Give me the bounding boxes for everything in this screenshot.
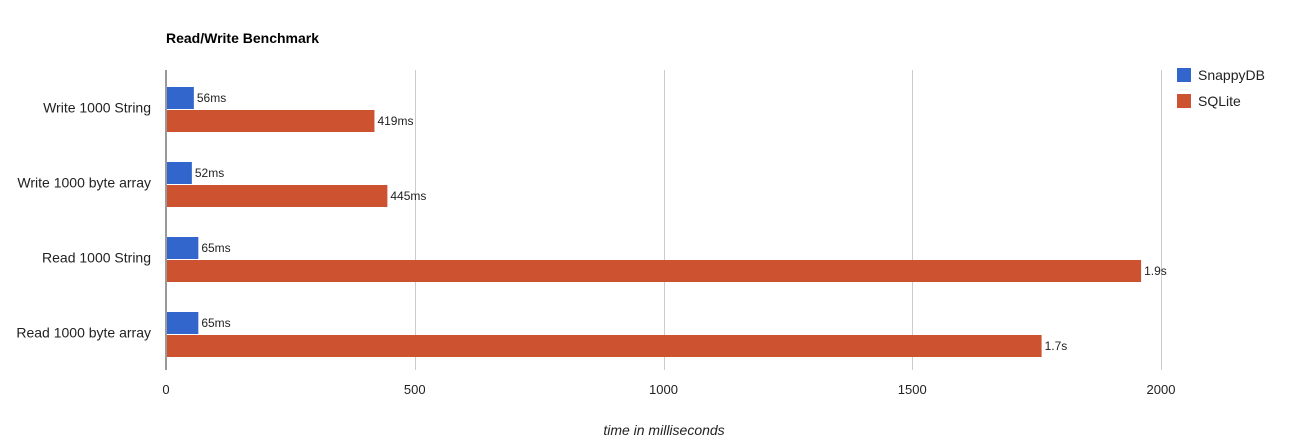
category-label: Write 1000 String <box>43 100 151 116</box>
chart-title: Read/Write Benchmark <box>166 30 319 46</box>
bar-sqlite-3 <box>167 335 1042 357</box>
category-label: Write 1000 byte array <box>17 175 151 191</box>
bar-sqlite-2 <box>167 260 1142 282</box>
data-label: 52ms <box>195 166 224 180</box>
category-label: Read 1000 byte array <box>16 325 151 341</box>
legend: SnappyDB SQLite <box>1177 67 1265 109</box>
data-label: 445ms <box>390 189 426 203</box>
bar-snappydb-3 <box>167 312 199 334</box>
x-tick-label: 0 <box>162 382 169 397</box>
bars <box>167 87 1142 357</box>
data-label: 419ms <box>377 114 413 128</box>
x-tick-label: 1500 <box>898 382 927 397</box>
gridlines <box>415 70 1162 370</box>
data-label: 65ms <box>201 241 230 255</box>
data-label: 1.9s <box>1144 264 1167 278</box>
bar-snappydb-1 <box>167 162 192 184</box>
x-tick-label: 1000 <box>649 382 678 397</box>
bar-snappydb-2 <box>167 237 199 259</box>
data-label: 65ms <box>201 316 230 330</box>
data-label: 56ms <box>197 91 226 105</box>
labels: 0 500 1000 1500 2000 Write 1000 String 56ms 419… <box>16 91 1175 397</box>
legend-label: SnappyDB <box>1198 67 1265 83</box>
bar-sqlite-1 <box>167 185 388 207</box>
bar-snappydb-0 <box>167 87 194 109</box>
bar-sqlite-0 <box>167 110 375 132</box>
category-label: Read 1000 String <box>42 250 151 266</box>
x-tick-label: 2000 <box>1147 382 1176 397</box>
legend-label: SQLite <box>1198 93 1241 109</box>
data-label: 1.7s <box>1045 339 1068 353</box>
x-axis-title: time in milliseconds <box>603 422 724 438</box>
legend-swatch-sqlite <box>1177 94 1191 108</box>
legend-swatch-snappydb <box>1177 68 1191 82</box>
x-tick-label: 500 <box>404 382 426 397</box>
